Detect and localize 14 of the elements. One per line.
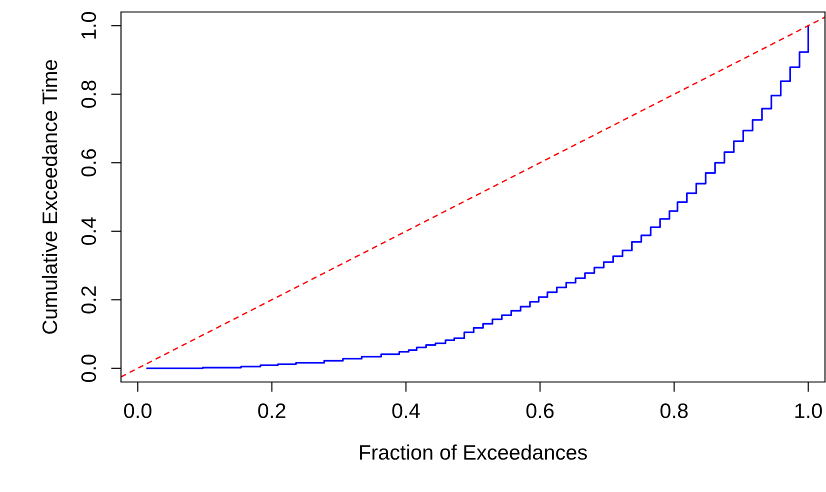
x-tick-label: 0.4 [392,403,420,418]
y-tick-label: 0.4 [81,217,96,245]
y-tick-label: 0.2 [81,286,96,314]
y-tick-label: 0.0 [81,354,96,382]
y-tick-label: 0.6 [81,149,96,176]
x-tick-label: 0.6 [526,403,554,418]
x-tick-label: 0.0 [124,403,152,418]
y-axis-title: Cumulative Exceedance Time [42,60,58,334]
x-axis-title: Fraction of Exceedances [360,444,587,460]
x-tick-label: 0.8 [660,403,688,418]
y-tick-label: 0.8 [81,80,96,108]
x-tick-label: 1.0 [795,403,822,418]
x-tick-label: 0.2 [258,403,286,418]
y-tick-label: 1.0 [81,12,96,39]
